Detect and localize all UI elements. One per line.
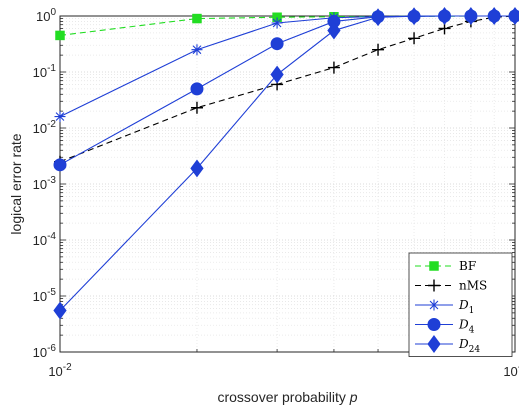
legend-label-main: D bbox=[458, 298, 469, 312]
x-axis-label-var: p bbox=[349, 389, 358, 405]
y-tick-label-exp: -2 bbox=[47, 119, 56, 130]
legend-marker-d4 bbox=[427, 318, 441, 331]
series-d1-point bbox=[191, 44, 203, 56]
series-d4-line bbox=[59, 15, 515, 166]
series-d24-point bbox=[53, 301, 67, 320]
legend-marker-d24 bbox=[427, 335, 441, 353]
series-nms-point bbox=[408, 32, 421, 45]
x-tick-label-exp: -1 bbox=[518, 362, 519, 373]
legend-label-d4: D4 bbox=[458, 318, 475, 336]
y-tick-label: 10-4 bbox=[33, 231, 57, 248]
series-nms-point bbox=[372, 43, 385, 56]
x-axis-label-text: crossover probability bbox=[217, 389, 349, 405]
series-d24-point bbox=[327, 21, 341, 40]
legend-label-main: D bbox=[458, 318, 469, 332]
legend-label-sub: 1 bbox=[469, 306, 475, 316]
legend-marker-d1 bbox=[428, 299, 440, 311]
y-tick-label-base: 10 bbox=[33, 345, 47, 360]
legend-label-d1: D1 bbox=[458, 298, 474, 316]
y-axis-label: logical error rate bbox=[8, 133, 24, 234]
y-tick-label-base: 10 bbox=[33, 233, 47, 248]
series-bf-point bbox=[192, 13, 202, 24]
y-tick-label-exp: -5 bbox=[47, 287, 56, 298]
legend-label-main: D bbox=[458, 337, 469, 351]
legend-label-d24: D24 bbox=[458, 337, 480, 355]
series-layer bbox=[53, 7, 519, 320]
series-nms-point bbox=[190, 101, 203, 114]
series-d24-point bbox=[508, 7, 519, 25]
series-d24 bbox=[53, 7, 519, 320]
legend-label-sub: 24 bbox=[469, 345, 481, 355]
series-d24-point bbox=[464, 7, 478, 25]
series-d24-point bbox=[190, 159, 204, 178]
legend-label-nms: nMS bbox=[459, 279, 487, 293]
legend-marker-bf bbox=[429, 261, 439, 271]
series-nms-point bbox=[327, 61, 340, 74]
y-tick-label-exp: -1 bbox=[47, 63, 56, 74]
legend-label-bf: BF bbox=[459, 259, 476, 273]
x-tick-label: 10-2 bbox=[48, 362, 72, 379]
series-d1-point bbox=[54, 111, 66, 123]
x-axis-label: crossover probability p bbox=[217, 389, 357, 405]
y-tick-label-base: 10 bbox=[33, 121, 47, 136]
y-tick-label-base: 10 bbox=[33, 177, 47, 192]
y-tick-label: 100 bbox=[36, 7, 56, 24]
y-tick-label: 10-1 bbox=[33, 63, 57, 80]
x-tick-label-base: 10 bbox=[503, 364, 517, 379]
y-tick-label-base: 10 bbox=[33, 289, 47, 304]
series-d24-point bbox=[407, 7, 421, 26]
series-d24-point bbox=[371, 8, 385, 27]
series-d24-point bbox=[270, 65, 284, 84]
y-tick-label: 10-3 bbox=[33, 175, 57, 192]
y-tick-label: 10-2 bbox=[33, 119, 57, 136]
x-tick-label: 10-1 bbox=[503, 362, 519, 379]
legend-marker-nms bbox=[428, 279, 440, 292]
y-tick-label-exp: 0 bbox=[50, 7, 56, 18]
series-d4-point bbox=[190, 82, 204, 96]
series-d24-line bbox=[59, 15, 515, 311]
x-tick-label-base: 10 bbox=[48, 364, 62, 379]
series-d24-point bbox=[487, 7, 501, 25]
series-d4-point bbox=[53, 158, 67, 172]
series-d4 bbox=[53, 9, 519, 172]
series-d24-point bbox=[437, 7, 452, 25]
series-nms-line bbox=[59, 15, 516, 163]
series-d1-point bbox=[271, 17, 283, 29]
y-tick-label-exp: -6 bbox=[47, 343, 56, 354]
series-bf-point bbox=[55, 30, 65, 41]
legend-label-sub: 4 bbox=[469, 326, 475, 336]
series-d4-point bbox=[270, 37, 284, 51]
y-tick-label: 10-5 bbox=[33, 287, 57, 304]
y-tick-label-exp: -4 bbox=[47, 231, 56, 242]
y-tick-label-base: 10 bbox=[33, 65, 47, 80]
y-tick-label-exp: -3 bbox=[47, 175, 56, 186]
y-tick-label: 10-6 bbox=[33, 343, 57, 360]
x-tick-label-exp: -2 bbox=[63, 362, 72, 373]
y-tick-label-base: 10 bbox=[36, 9, 50, 24]
